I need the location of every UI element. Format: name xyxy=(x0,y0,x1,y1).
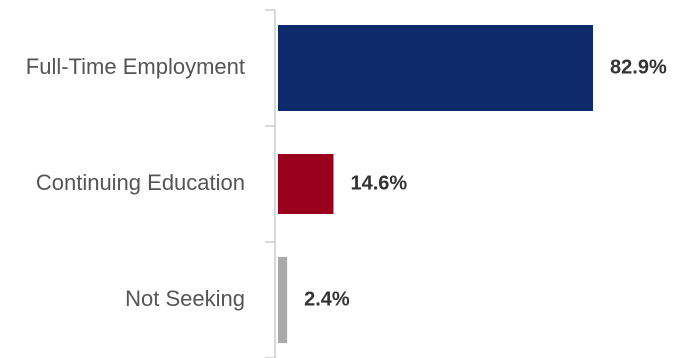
value-label: 82.9% xyxy=(610,56,667,78)
category-labels: Full-Time Employment Continuing Education… xyxy=(26,54,245,311)
category-label: Continuing Education xyxy=(36,170,245,195)
bar-full-time-employment xyxy=(278,25,594,111)
bar-not-seeking xyxy=(278,257,288,343)
value-label: 2.4% xyxy=(304,288,350,310)
category-label: Full-Time Employment xyxy=(26,54,245,79)
value-labels: 82.9% 14.6% 2.4% xyxy=(304,56,667,310)
bars xyxy=(278,25,594,343)
category-label: Not Seeking xyxy=(125,286,245,311)
category-axis xyxy=(265,9,276,358)
bar-continuing-education xyxy=(278,154,334,214)
value-label: 14.6% xyxy=(350,172,407,194)
